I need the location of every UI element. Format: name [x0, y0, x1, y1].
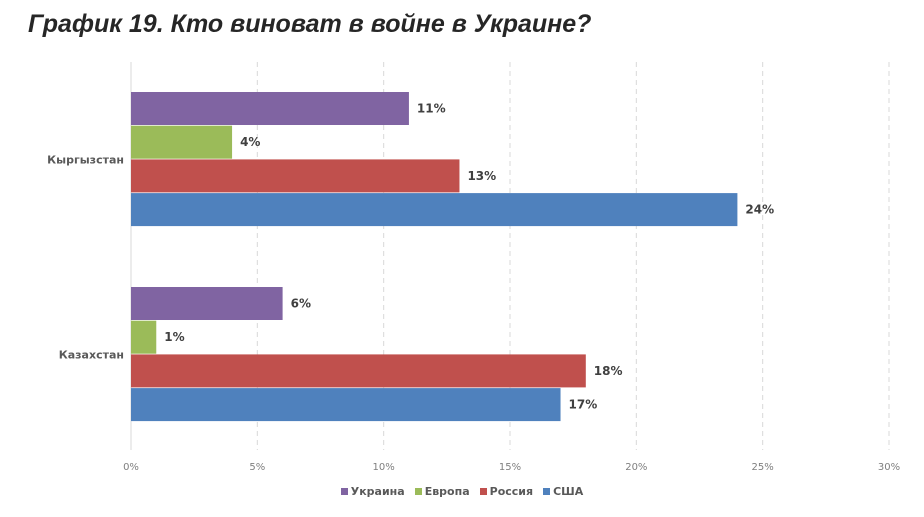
- x-tick-label: 15%: [499, 462, 521, 473]
- bar-chart: 0% 5% 10% 15% 20% 25% 30% 11% 4% 13% 24% Кыргызстан…: [47, 62, 900, 473]
- chart-legend: Украина Европа Россия США: [0, 485, 924, 498]
- bar: [131, 125, 233, 159]
- data-label: 24%: [745, 203, 774, 217]
- chart-title: График 19. Кто виноват в войне в Украине…: [28, 10, 592, 38]
- category-label: Казахстан: [59, 348, 124, 361]
- data-label: 4%: [240, 135, 260, 149]
- x-tick-label: 10%: [373, 462, 395, 473]
- data-label: 1%: [164, 330, 184, 344]
- x-tick-label: 25%: [752, 462, 774, 473]
- data-label: 13%: [467, 169, 496, 183]
- legend-item: Россия: [479, 485, 534, 498]
- x-tick-label: 0%: [123, 462, 139, 473]
- data-label: 11%: [417, 102, 446, 116]
- legend-swatch: [479, 488, 487, 495]
- data-label: 17%: [569, 398, 598, 412]
- legend-swatch: [543, 488, 551, 495]
- data-label: 18%: [594, 364, 623, 378]
- bar: [131, 193, 738, 227]
- legend-label: США: [553, 485, 584, 498]
- category-label: Кыргызстан: [47, 153, 124, 166]
- data-label: 6%: [291, 297, 311, 311]
- legend-label: Украина: [350, 485, 405, 498]
- legend-swatch: [340, 488, 348, 495]
- legend-item: Украина: [340, 485, 405, 498]
- x-tick-label: 30%: [878, 462, 900, 473]
- legend-swatch: [414, 488, 422, 495]
- legend-item: Европа: [414, 485, 470, 498]
- bar: [131, 354, 586, 388]
- bar: [131, 159, 460, 193]
- legend-label: Россия: [489, 485, 534, 498]
- bar: [131, 388, 561, 422]
- legend-label: Европа: [424, 485, 470, 498]
- bar: [131, 92, 409, 125]
- bar: [131, 287, 283, 320]
- x-tick-label: 5%: [249, 462, 265, 473]
- x-tick-label: 20%: [625, 462, 647, 473]
- legend-item: США: [543, 485, 583, 498]
- bar: [131, 320, 157, 354]
